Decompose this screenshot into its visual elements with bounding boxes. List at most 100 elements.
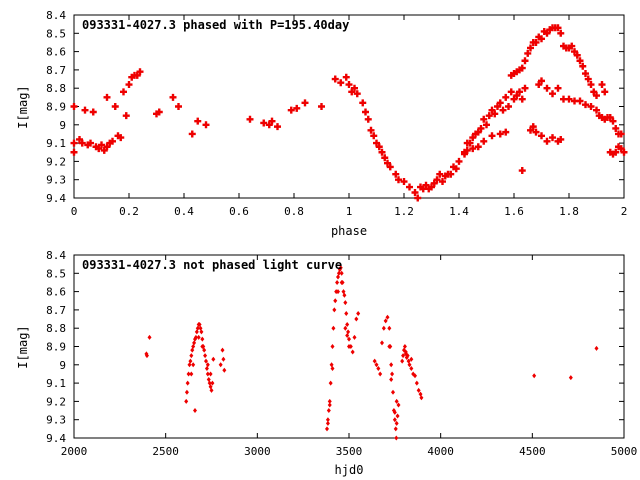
x-tick-label: 2	[621, 205, 628, 218]
data-point	[186, 371, 191, 377]
data-point	[347, 336, 351, 342]
data-point	[336, 289, 340, 295]
data-point	[447, 170, 455, 178]
data-point	[477, 124, 485, 132]
data-point	[362, 108, 369, 116]
x-tick-label: 0.2	[119, 205, 139, 218]
data-point	[387, 325, 392, 331]
data-point	[502, 128, 510, 136]
data-point	[436, 170, 444, 178]
data-point	[543, 29, 551, 37]
data-point	[153, 110, 160, 118]
data-point	[331, 75, 339, 83]
data-point	[194, 329, 199, 335]
data-point	[466, 139, 474, 147]
data-point	[409, 365, 414, 371]
y-axis-label: I[mag]	[16, 325, 30, 368]
x-tick-label: 3000	[244, 445, 271, 458]
data-point	[318, 103, 325, 111]
data-point	[510, 95, 518, 103]
data-point	[532, 38, 540, 46]
data-point	[202, 347, 207, 353]
data-point	[414, 380, 419, 386]
data-point	[383, 318, 388, 324]
data-point	[419, 395, 424, 401]
data-point	[491, 110, 499, 118]
x-tick-label: 1.2	[394, 205, 414, 218]
data-point	[529, 123, 537, 131]
data-point	[332, 307, 337, 313]
data-point	[200, 344, 205, 349]
data-point	[513, 68, 521, 76]
data-point	[207, 380, 212, 386]
chart-title: 093331-4027.3 phased with P=195.40day	[82, 18, 349, 32]
x-tick-label: 4500	[519, 445, 546, 458]
data-point	[356, 311, 361, 317]
data-point	[175, 103, 182, 111]
data-point	[396, 402, 401, 408]
data-point	[81, 106, 89, 114]
data-point	[192, 340, 197, 346]
data-points	[144, 265, 599, 441]
data-point	[125, 81, 133, 89]
data-point	[433, 176, 441, 184]
data-point	[392, 409, 397, 415]
data-point	[521, 84, 529, 92]
data-point	[84, 141, 92, 149]
data-point	[416, 387, 421, 393]
data-point	[203, 353, 208, 359]
data-point	[507, 88, 515, 96]
data-point	[92, 143, 100, 151]
data-point	[147, 334, 152, 340]
data-point	[620, 148, 628, 156]
phased-light-curve-panel: 0 0.2 0.4 0.6 0.8 1 1.2 1.4 1.6 1.8 2 8.4 8.5 8.6 8.7 8…	[16, 9, 628, 238]
data-point	[378, 371, 383, 377]
data-point	[571, 48, 578, 56]
data-point	[439, 178, 446, 186]
data-point	[208, 371, 213, 377]
data-point	[268, 117, 276, 125]
data-point	[395, 176, 402, 184]
data-point	[330, 365, 335, 371]
data-point	[593, 92, 600, 100]
data-point	[200, 336, 205, 342]
data-point	[114, 132, 122, 140]
y-tick-label: 8.8	[46, 322, 66, 335]
data-point	[414, 194, 422, 202]
data-point	[387, 344, 392, 349]
data-point	[549, 134, 556, 142]
x-tick-label: 0.8	[284, 205, 304, 218]
data-point	[385, 314, 390, 320]
data-point	[380, 340, 384, 346]
data-point	[413, 373, 417, 379]
data-point	[211, 356, 216, 362]
x-tick-label: 1.4	[449, 205, 469, 218]
data-point	[395, 413, 400, 419]
data-point	[205, 362, 210, 368]
data-point	[381, 325, 386, 331]
data-point	[204, 358, 208, 364]
y-tick-label: 8.7	[46, 64, 66, 77]
data-point	[331, 325, 336, 331]
data-point	[405, 353, 410, 359]
data-point	[328, 380, 333, 386]
data-point	[496, 130, 504, 138]
data-point	[469, 145, 477, 153]
data-point	[584, 75, 592, 83]
data-point	[169, 93, 177, 101]
data-point	[329, 362, 334, 368]
y-tick-label: 9.4	[46, 432, 66, 445]
data-point	[474, 143, 482, 151]
data-point	[565, 44, 573, 52]
x-tick-label: 4000	[427, 445, 454, 458]
data-point	[595, 112, 603, 120]
data-point	[338, 265, 343, 271]
axis-ticks: 0 0.2 0.4 0.6 0.8 1 1.2 1.4 1.6 1.8 2 8.4 8.5 8.6 8.7 8…	[46, 9, 627, 218]
data-point	[601, 115, 609, 123]
data-point	[136, 68, 144, 76]
data-point	[507, 71, 515, 79]
data-point	[333, 298, 338, 304]
data-point	[505, 103, 512, 111]
data-point	[617, 130, 625, 138]
data-point	[194, 117, 202, 125]
